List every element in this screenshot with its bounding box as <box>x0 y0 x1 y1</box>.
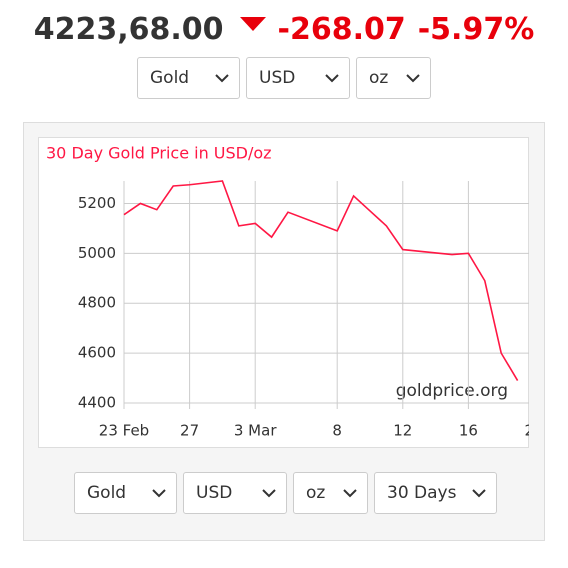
chevron <box>262 489 276 498</box>
x-tick-label: 27 <box>180 422 199 440</box>
change: -268.07 <box>277 12 406 47</box>
chevron <box>343 489 357 498</box>
down-arrow <box>239 17 266 31</box>
dropdown-value: oz <box>369 68 389 88</box>
chevron <box>406 74 420 83</box>
x-tick-label: 20 <box>524 422 529 440</box>
dropdown-value: Gold <box>150 68 190 88</box>
dropdown[interactable]: Gold <box>137 57 240 99</box>
price-line <box>123 180 519 381</box>
x-tick-label: 3 Mar <box>234 422 277 440</box>
dropdown-value: 30 Days <box>387 483 457 503</box>
y-tick-label: 4600 <box>78 344 116 362</box>
dropdown[interactable]: Gold <box>74 472 177 514</box>
price: 4223,68.00 <box>33 12 224 47</box>
chart-panel: 30 Day Gold Price in USD/oz goldprice.or… <box>23 122 545 541</box>
dropdown-value: USD <box>259 68 296 88</box>
y-tick-label: 5000 <box>78 244 116 262</box>
dropdown[interactable]: oz <box>293 472 368 514</box>
y-tick-label: 5200 <box>78 194 116 212</box>
chart-background <box>38 137 529 448</box>
x-tick-label: 23 Feb <box>99 422 149 440</box>
dropdown-value: Gold <box>87 483 127 503</box>
price-header: 4223,68.00 -268.07 -5.97% <box>0 12 568 47</box>
x-tick-label: 16 <box>459 422 478 440</box>
change-percent: -5.97% <box>417 12 535 47</box>
dropdown-value: oz <box>306 483 326 503</box>
chevron <box>152 489 166 498</box>
chevron <box>215 74 229 83</box>
chevron <box>325 74 339 83</box>
y-tick-label: 4400 <box>78 394 116 412</box>
chart: 30 Day Gold Price in USD/oz goldprice.or… <box>38 137 529 448</box>
y-tick-label: 4800 <box>78 294 116 312</box>
dropdown-value: USD <box>196 483 233 503</box>
chevron <box>472 489 486 498</box>
watermark: goldprice.org <box>396 381 508 401</box>
dropdown[interactable]: oz <box>356 57 431 99</box>
dropdown[interactable]: USD <box>246 57 350 99</box>
dropdown[interactable]: 30 Days <box>374 472 497 514</box>
chart-title: 30 Day Gold Price in USD/oz <box>46 144 272 163</box>
x-tick-label: 12 <box>393 422 412 440</box>
dropdown[interactable]: USD <box>183 472 287 514</box>
x-tick-label: 8 <box>332 422 342 440</box>
